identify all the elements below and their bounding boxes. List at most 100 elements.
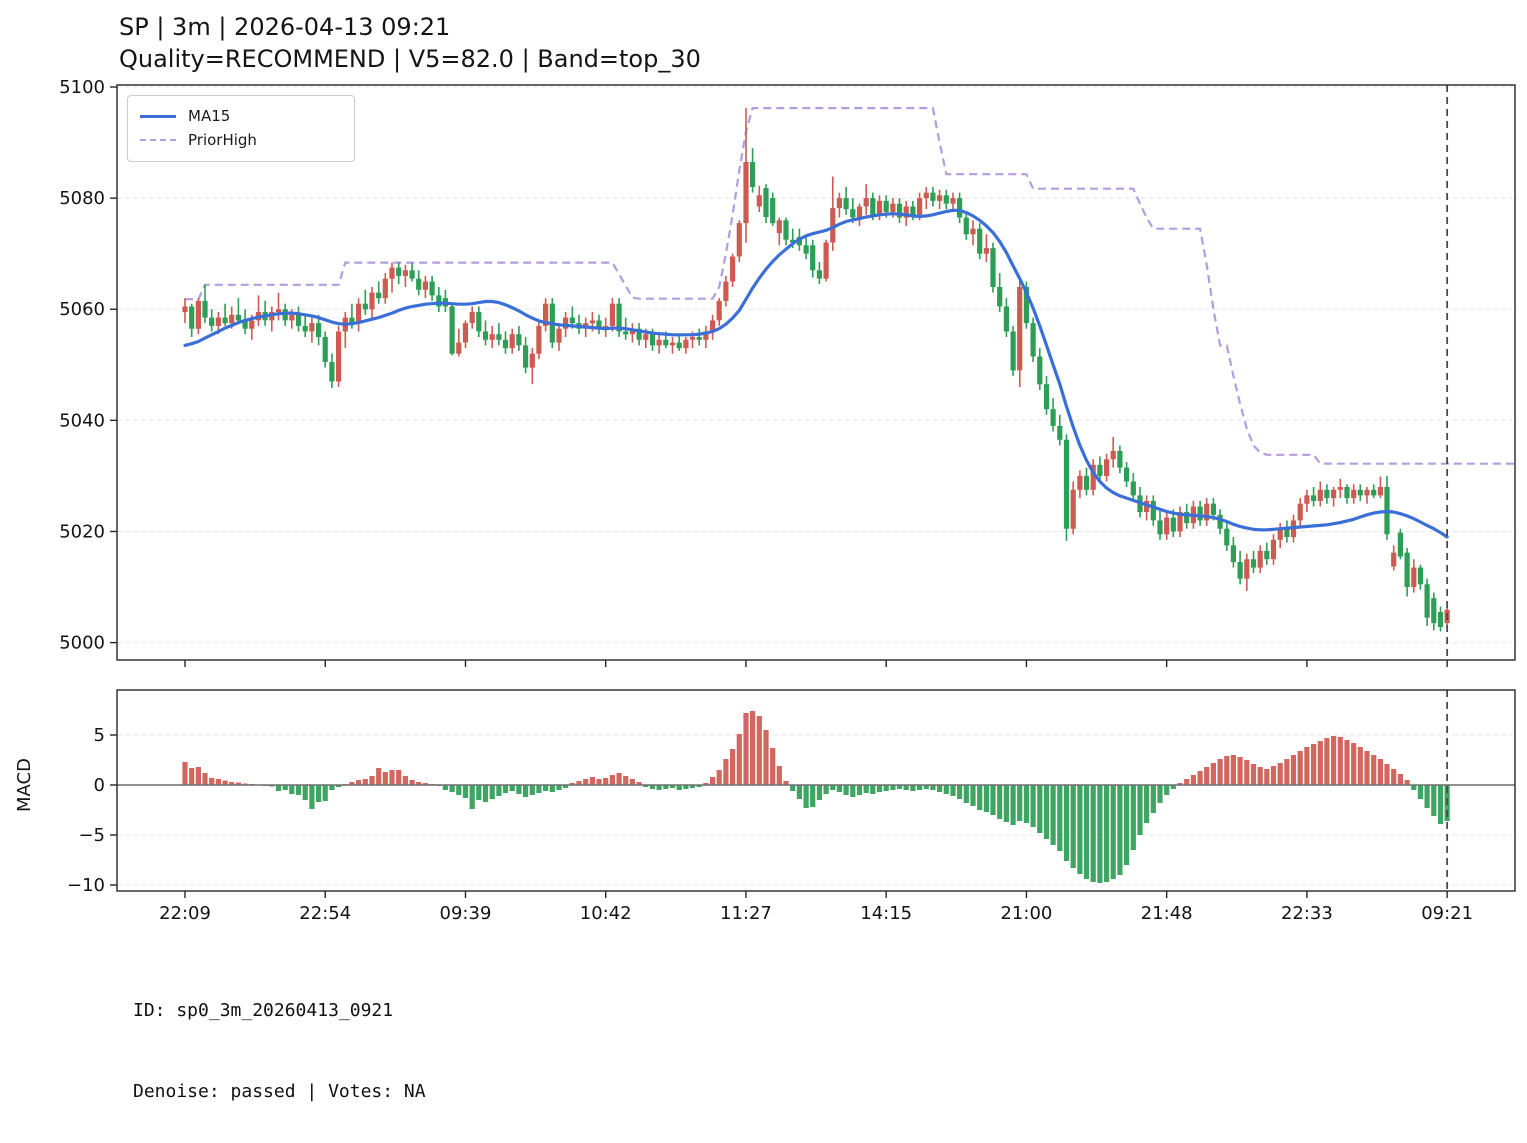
macd-bar bbox=[1197, 771, 1203, 785]
candle-body bbox=[556, 328, 562, 343]
macd-bar bbox=[583, 779, 589, 785]
chart-subtitle: Quality=RECOMMEND | V5=82.0 | Band=top_3… bbox=[119, 45, 701, 73]
macd-bar bbox=[229, 782, 235, 785]
candle-body bbox=[402, 270, 408, 276]
macd-bar bbox=[1057, 785, 1063, 851]
macd-tick-label: 0 bbox=[94, 775, 105, 796]
legend-label-ma15: MA15 bbox=[188, 107, 231, 125]
candle-body bbox=[1344, 487, 1350, 499]
macd-bar bbox=[1037, 785, 1043, 833]
candle-body bbox=[409, 270, 415, 279]
macd-bar bbox=[1324, 738, 1330, 785]
candle-body bbox=[543, 303, 549, 326]
macd-bar bbox=[663, 785, 669, 789]
candle-body bbox=[596, 320, 602, 329]
macd-bar bbox=[456, 785, 462, 795]
candle-body bbox=[496, 334, 502, 340]
candle-body bbox=[1244, 559, 1250, 579]
macd-bar bbox=[836, 785, 842, 792]
candle-body bbox=[763, 188, 769, 217]
macd-bar bbox=[462, 785, 469, 798]
macd-bar bbox=[476, 785, 482, 800]
candle-body bbox=[1317, 489, 1323, 501]
candle-body bbox=[509, 334, 515, 349]
candle-body bbox=[629, 328, 635, 335]
macd-bar bbox=[1297, 751, 1303, 785]
macd-bar bbox=[790, 785, 796, 791]
candle-body bbox=[1077, 475, 1083, 490]
legend-item-priorhigh: PriorHigh bbox=[140, 128, 344, 152]
macd-bar bbox=[275, 785, 282, 791]
macd-bar bbox=[863, 785, 869, 793]
candle-body bbox=[636, 328, 642, 340]
candle-body bbox=[783, 220, 789, 240]
candle-body bbox=[836, 198, 842, 209]
candle-body bbox=[1157, 520, 1163, 535]
macd-bar bbox=[1311, 744, 1317, 785]
candle-body bbox=[743, 162, 749, 224]
candle-body bbox=[389, 267, 395, 279]
candle-body bbox=[816, 270, 822, 279]
macd-bar bbox=[282, 785, 288, 790]
candle-body bbox=[1377, 487, 1383, 496]
macd-bar bbox=[1083, 785, 1090, 879]
candle-body bbox=[770, 198, 776, 224]
candle-body bbox=[796, 237, 802, 246]
candle-body bbox=[316, 323, 322, 337]
macd-bar bbox=[1050, 785, 1056, 845]
macd-bar bbox=[977, 785, 983, 810]
candle-body bbox=[910, 206, 916, 215]
candle-body bbox=[843, 198, 849, 210]
candle-body bbox=[1437, 612, 1444, 627]
macd-bar bbox=[669, 785, 676, 788]
candle-body bbox=[242, 320, 248, 329]
macd-bar bbox=[616, 773, 622, 785]
candle-body bbox=[983, 248, 989, 254]
candle-body bbox=[1364, 489, 1370, 496]
candle-body bbox=[1404, 552, 1410, 587]
candle-body bbox=[963, 217, 969, 235]
candle-body bbox=[322, 337, 328, 362]
macd-tick-label: 5 bbox=[94, 725, 105, 746]
macd-bar bbox=[1351, 743, 1357, 785]
macd-bar bbox=[496, 785, 502, 796]
candle-body bbox=[863, 198, 869, 207]
candle-body bbox=[336, 331, 342, 382]
footer-line-denoise: Denoise: passed | Votes: NA bbox=[133, 1081, 426, 1102]
candle-body bbox=[1304, 495, 1310, 504]
candle-body bbox=[1277, 528, 1283, 540]
macd-bar bbox=[1063, 785, 1070, 861]
x-tick-label: 21:48 bbox=[1141, 903, 1193, 924]
macd-bar bbox=[362, 779, 368, 785]
macd-bar bbox=[1431, 785, 1437, 816]
macd-bar bbox=[917, 785, 923, 790]
axes: 22:09 22:54 09:39 10:42 11:27 14:15 21:00 21:48… bbox=[14, 77, 1473, 924]
macd-bar bbox=[1217, 759, 1223, 785]
candle-body bbox=[195, 300, 201, 329]
metadata-footer: ID: sp0_3m_20260413_0921 Denoise: passed… bbox=[133, 943, 686, 1143]
chart-title: SP | 3m | 2026-04-13 09:21 bbox=[119, 13, 451, 41]
macd-bar bbox=[1224, 756, 1230, 785]
candle-body bbox=[656, 339, 662, 346]
macd-bar bbox=[957, 785, 963, 799]
candle-body bbox=[1270, 539, 1277, 560]
macd-bar bbox=[1277, 763, 1283, 785]
candles bbox=[182, 108, 1450, 632]
macd-bar bbox=[649, 785, 656, 789]
x-tick-label: 21:00 bbox=[1000, 903, 1052, 924]
candle-body bbox=[349, 317, 355, 324]
candle-body bbox=[369, 292, 375, 310]
candle-body bbox=[669, 342, 676, 346]
candle-body bbox=[1391, 552, 1397, 567]
candle-body bbox=[456, 342, 462, 354]
candle-body bbox=[830, 208, 836, 243]
macd-bar bbox=[896, 785, 903, 789]
legend-label-priorhigh: PriorHigh bbox=[188, 131, 257, 149]
macd-bar bbox=[516, 785, 522, 794]
candle-body bbox=[1083, 475, 1090, 490]
macd-bar bbox=[997, 785, 1003, 819]
candle-body bbox=[977, 228, 983, 254]
macd-bar bbox=[1337, 737, 1343, 785]
macd-bar bbox=[1384, 764, 1390, 785]
macd-bar bbox=[1117, 785, 1123, 875]
